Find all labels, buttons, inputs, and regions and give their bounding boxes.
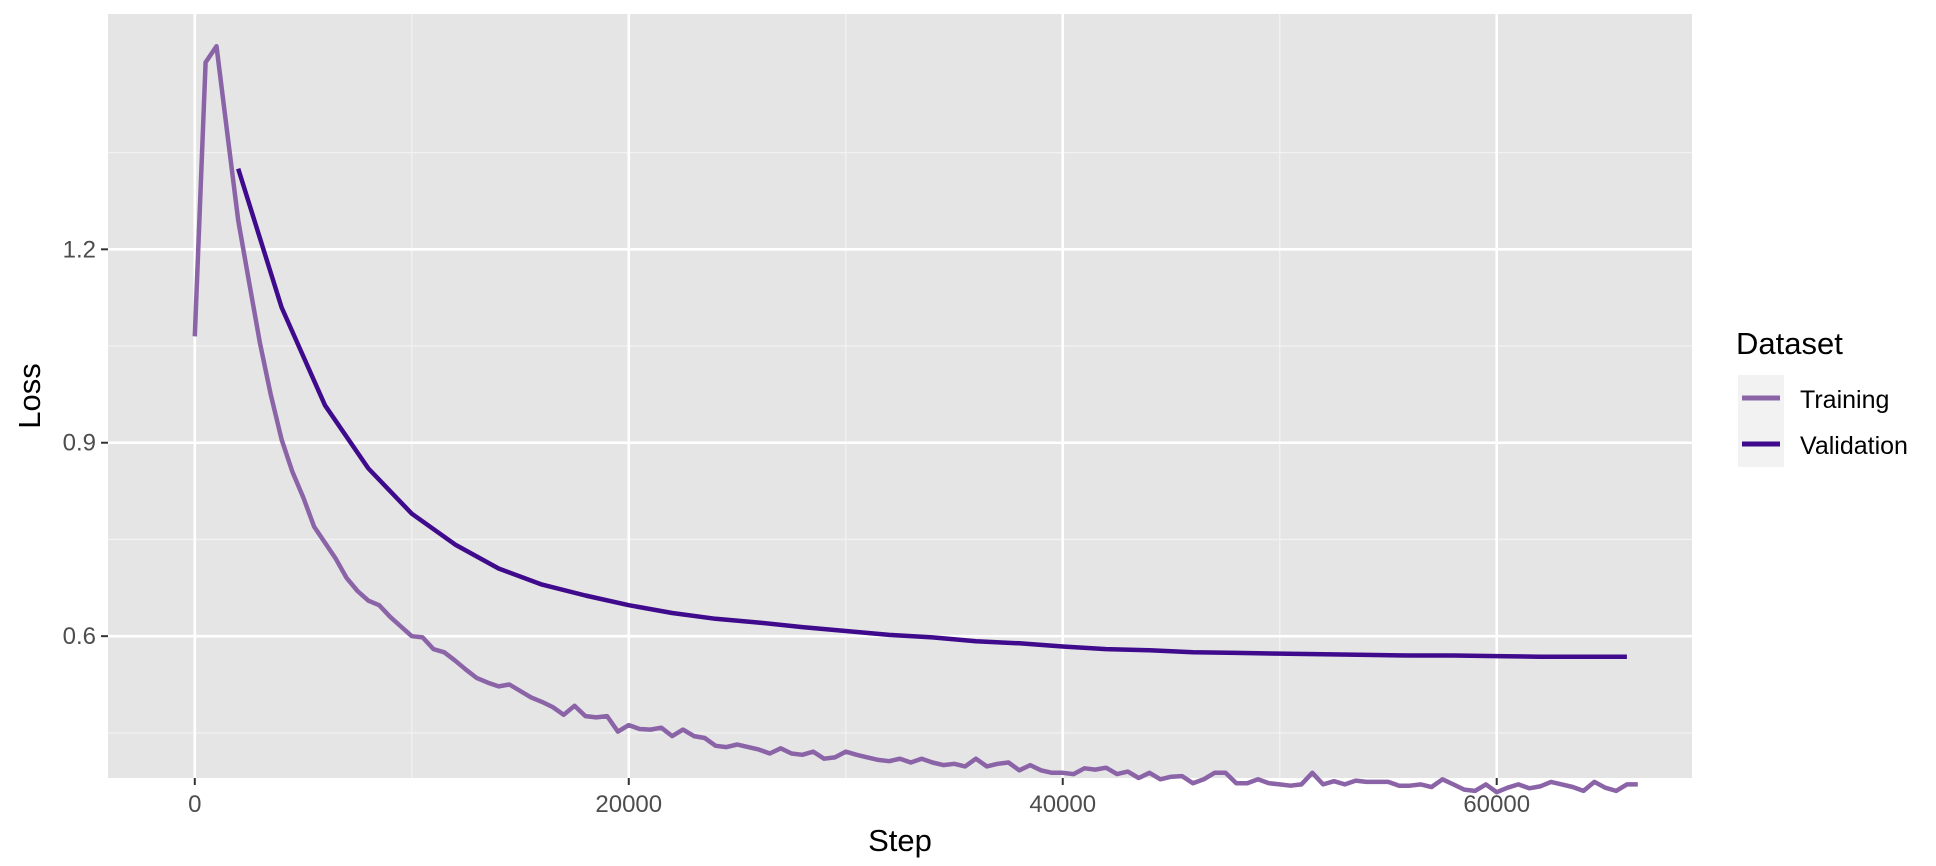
y-tick-label: 0.9 — [63, 430, 96, 457]
y-tick-label: 0.6 — [63, 623, 96, 650]
plot-panel — [108, 14, 1692, 778]
x-tick-label: 40000 — [1029, 791, 1096, 818]
x-tick-label: 60000 — [1463, 791, 1530, 818]
series-lines — [192, 43, 1638, 795]
y-axis: 0.6 0.9 1.2 — [63, 236, 108, 650]
legend: Dataset Training Validation — [1736, 326, 1908, 467]
series-line-training — [192, 43, 1638, 795]
legend-title: Dataset — [1736, 326, 1843, 361]
y-tick-label: 1.2 — [63, 236, 96, 263]
major-gridlines — [108, 14, 1692, 778]
x-axis-title: Step — [868, 823, 932, 858]
x-tick-label: 0 — [188, 791, 201, 818]
legend-label-validation: Validation — [1800, 432, 1908, 460]
series-line-validation — [236, 168, 1627, 660]
y-axis-title: Loss — [12, 363, 47, 428]
x-axis: 0 20000 40000 60000 — [188, 778, 1530, 818]
x-tick-label: 20000 — [595, 791, 662, 818]
legend-label-training: Training — [1800, 386, 1889, 414]
minor-gridlines — [108, 14, 1692, 778]
